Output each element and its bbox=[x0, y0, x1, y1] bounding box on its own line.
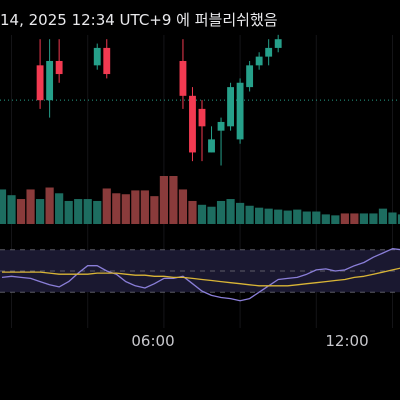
candle-body-22 bbox=[208, 139, 215, 153]
volume-bar-11 bbox=[102, 188, 111, 224]
volume-bar-23 bbox=[216, 200, 226, 224]
volume-bar-4 bbox=[36, 199, 45, 224]
volume-bar-5 bbox=[45, 187, 54, 224]
volume-bar-27 bbox=[255, 207, 264, 224]
volume-bar-18 bbox=[169, 176, 178, 224]
volume-bar-32 bbox=[302, 211, 311, 224]
volume-bar-7 bbox=[64, 200, 73, 224]
volume-bar-0 bbox=[0, 189, 7, 224]
volume-bar-1 bbox=[7, 195, 16, 224]
candle-body-29 bbox=[274, 39, 282, 48]
volume-bar-14 bbox=[131, 190, 140, 224]
volume-bar-37 bbox=[350, 213, 359, 224]
volume-bar-3 bbox=[26, 189, 35, 224]
candle-body-24 bbox=[227, 87, 234, 127]
candle-body-10 bbox=[93, 47, 101, 66]
volume-bar-20 bbox=[188, 200, 197, 224]
candle-body-4 bbox=[36, 65, 44, 101]
volume-bar-17 bbox=[159, 176, 168, 224]
candle-body-11 bbox=[103, 47, 111, 75]
price-pane[interactable] bbox=[0, 34, 400, 166]
volume-bar-40 bbox=[378, 208, 388, 224]
volume-bar-10 bbox=[93, 200, 102, 224]
volume-bar-12 bbox=[112, 193, 121, 224]
volume-bar-16 bbox=[150, 196, 159, 224]
volume-bar-2 bbox=[16, 199, 26, 224]
volume-bar-42 bbox=[397, 214, 400, 224]
volume-bar-22 bbox=[207, 206, 216, 224]
volume-bar-38 bbox=[359, 213, 368, 224]
volume-bar-28 bbox=[264, 208, 273, 224]
candle-body-6 bbox=[55, 60, 63, 75]
volume-bar-33 bbox=[312, 211, 321, 224]
volume-bar-29 bbox=[274, 209, 283, 224]
volume-bar-13 bbox=[121, 194, 130, 224]
volume-bar-35 bbox=[331, 215, 340, 224]
volume-bar-8 bbox=[74, 199, 83, 224]
volume-bar-21 bbox=[197, 204, 207, 224]
rsi-pane[interactable] bbox=[0, 248, 400, 302]
candle-body-26 bbox=[246, 65, 254, 88]
volume-bar-26 bbox=[245, 205, 254, 224]
volume-bar-24 bbox=[226, 199, 235, 224]
volume-bar-6 bbox=[55, 193, 64, 224]
volume-bar-31 bbox=[293, 209, 302, 224]
candle-body-20 bbox=[189, 95, 196, 153]
volume-pane bbox=[0, 176, 400, 224]
rsi-series-rsi_ma bbox=[2, 267, 400, 287]
candle-body-28 bbox=[265, 47, 273, 57]
candle-body-27 bbox=[255, 56, 263, 66]
candle-body-23 bbox=[217, 121, 225, 131]
volume-bar-19 bbox=[178, 189, 188, 224]
candle-body-19 bbox=[179, 60, 187, 96]
candle-body-21 bbox=[198, 108, 206, 127]
published-header: 14, 2025 12:34 UTC+9 에 퍼블리쉬했음 bbox=[0, 11, 278, 29]
volume-bar-39 bbox=[369, 213, 378, 224]
volume-bar-15 bbox=[140, 190, 149, 224]
x-axis-label-1200: 12:00 bbox=[325, 332, 369, 350]
volume-bar-25 bbox=[236, 202, 245, 224]
volume-bar-34 bbox=[321, 214, 330, 224]
volume-bar-41 bbox=[388, 212, 397, 224]
volume-bar-30 bbox=[283, 210, 292, 224]
rsi-series-rsi bbox=[1, 248, 400, 302]
volume-bar-36 bbox=[340, 213, 349, 224]
candle-body-25 bbox=[236, 82, 244, 140]
volume-bar-9 bbox=[83, 199, 92, 224]
candle-body-5 bbox=[46, 60, 54, 101]
x-axis-label-0600: 06:00 bbox=[131, 332, 175, 350]
